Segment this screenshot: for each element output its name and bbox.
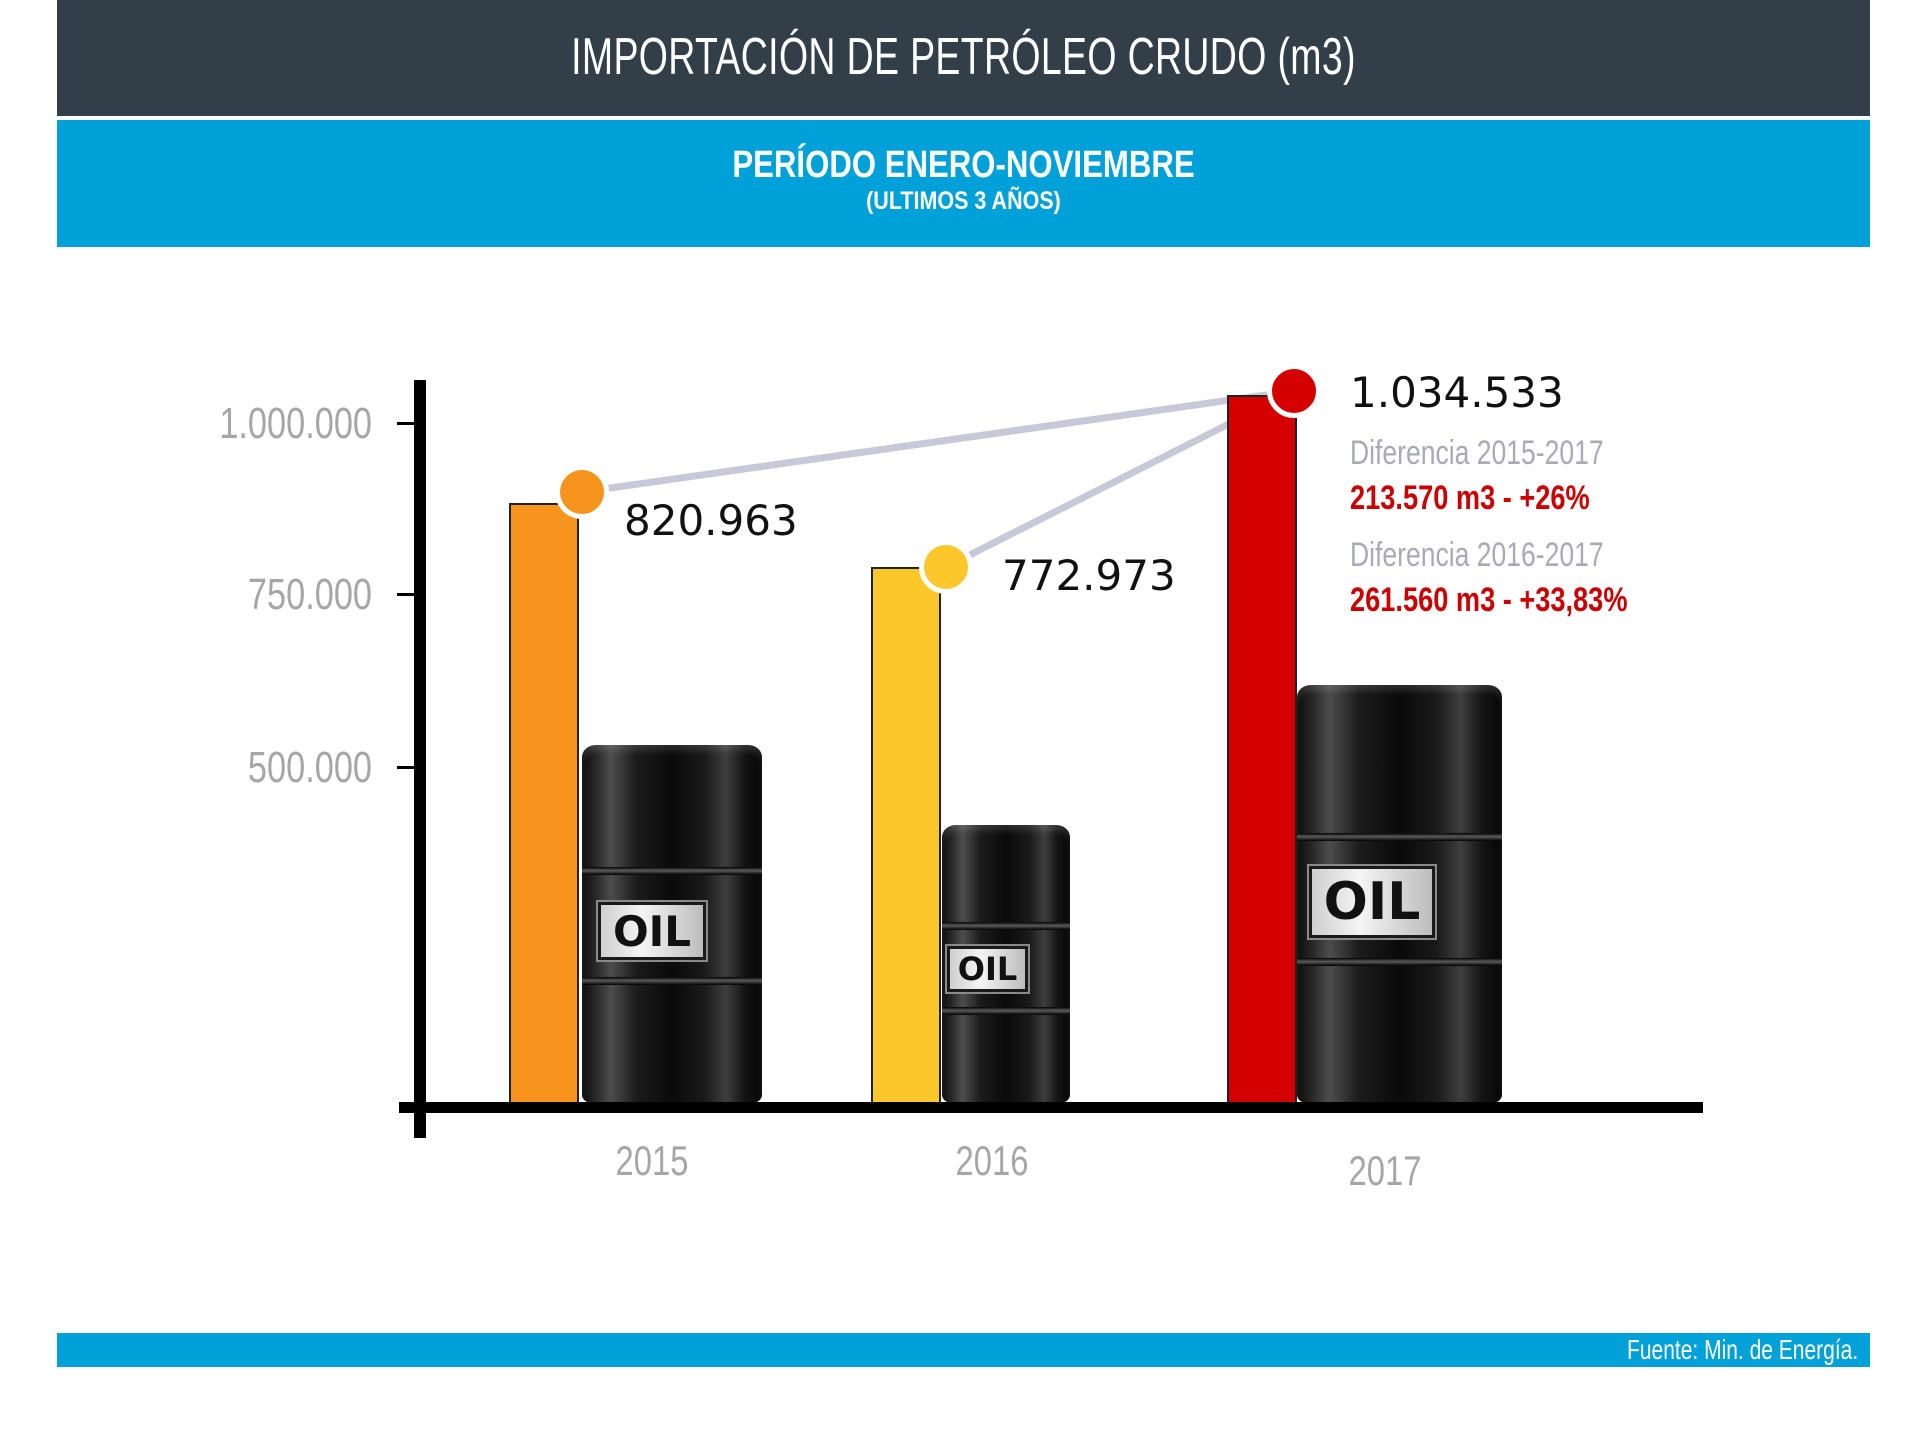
barrel-rib	[942, 922, 1070, 930]
source-text: Fuente: Min. de Energía.	[1626, 1334, 1858, 1365]
difference-value: 213.570 m3 - +26%	[1350, 479, 1590, 517]
y-axis	[414, 380, 426, 1138]
bar-2017	[1227, 395, 1297, 1103]
x-tick-label-2017: 2017	[1348, 1147, 1422, 1194]
y-tick-label: 1.000.000	[219, 399, 372, 448]
value-label-2017: 1.034.533	[1350, 368, 1564, 417]
subtitle-banner: PERÍODO ENERO-NOVIEMBRE (ULTIMOS 3 AÑOS)	[57, 120, 1870, 247]
chart-subtitle-note: (ULTIMOS 3 AÑOS)	[866, 187, 1061, 215]
x-tick-label-2016: 2016	[955, 1137, 1029, 1184]
value-marker-2017	[1267, 364, 1321, 418]
barrel-rib	[1297, 833, 1502, 841]
value-marker-2016	[919, 540, 973, 594]
barrel-rib	[582, 867, 762, 875]
difference-value: 261.560 m3 - +33,83%	[1350, 581, 1628, 619]
x-axis	[399, 1102, 1703, 1113]
bar-2015	[509, 503, 579, 1103]
oil-barrel-icon: OIL	[582, 745, 762, 1103]
y-tick-1000000	[397, 422, 415, 425]
y-tick-label: 500.000	[247, 743, 372, 792]
bar-2016	[871, 567, 941, 1103]
oil-barrel-icon: OIL	[942, 825, 1070, 1103]
chart-subtitle: PERÍODO ENERO-NOVIEMBRE	[732, 144, 1195, 186]
x-tick-label-2015: 2015	[615, 1137, 689, 1184]
chart-title: IMPORTACIÓN DE PETRÓLEO CRUDO (m3)	[571, 28, 1356, 86]
oil-barrel-icon: OIL	[1297, 685, 1502, 1103]
title-banner: IMPORTACIÓN DE PETRÓLEO CRUDO (m3)	[57, 0, 1870, 116]
barrel-rib	[1297, 958, 1502, 966]
y-tick-750000	[397, 593, 415, 596]
value-label-2015: 820.963	[624, 496, 798, 545]
oil-label: OIL	[1307, 864, 1437, 940]
oil-label: OIL	[596, 900, 708, 962]
y-tick-500000	[397, 766, 415, 769]
source-footer: Fuente: Min. de Energía.	[57, 1333, 1870, 1367]
difference-label: Diferencia 2016-2017	[1350, 536, 1604, 574]
difference-label: Diferencia 2015-2017	[1350, 434, 1604, 472]
value-label-2016: 772.973	[1002, 551, 1176, 600]
barrel-rib	[582, 977, 762, 985]
y-tick-label: 750.000	[247, 570, 372, 619]
barrel-rib	[942, 1007, 1070, 1015]
value-marker-2015	[555, 465, 609, 519]
oil-label: OIL	[945, 944, 1030, 994]
